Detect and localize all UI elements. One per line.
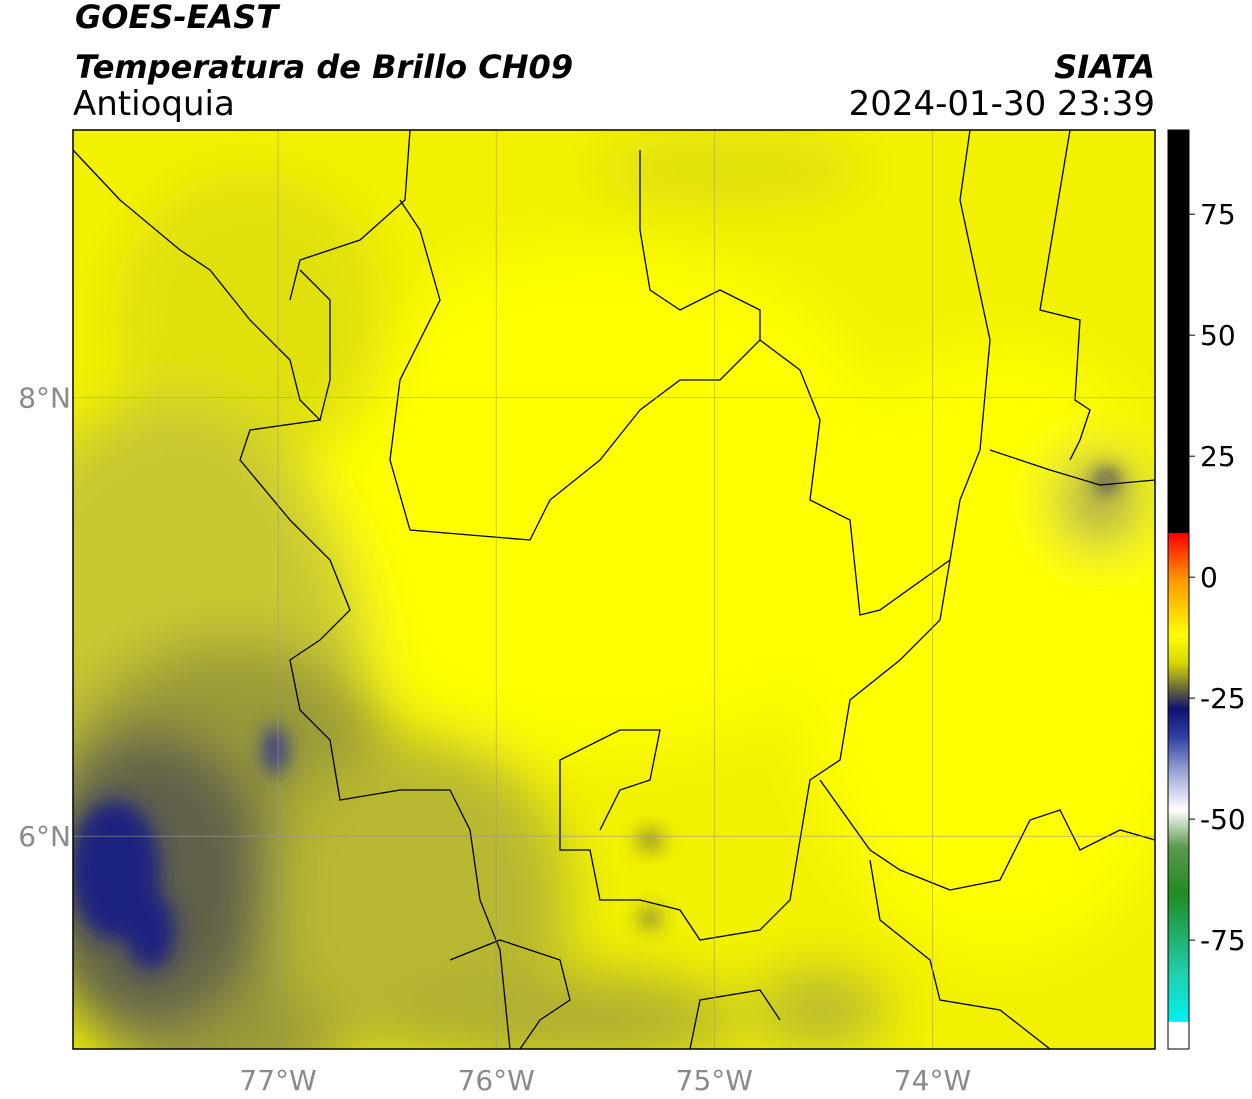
datetime: 2024-01-30 23:39 <box>849 84 1155 124</box>
x-tick-label: 74°W <box>894 1064 971 1097</box>
satellite-image <box>73 130 1155 1049</box>
source: SIATA <box>1054 48 1155 86</box>
colorbar-tick-label: 0 <box>1200 561 1218 594</box>
colorbar-tick-label: 75 <box>1200 198 1236 231</box>
y-tick-label: 8°N <box>18 382 71 415</box>
x-tick-label: 75°W <box>676 1064 753 1097</box>
x-tick-label: 77°W <box>239 1064 316 1097</box>
boundaries <box>73 130 1155 1049</box>
y-tick-label: 6°N <box>18 820 71 853</box>
colorbar-tick-label: 50 <box>1200 319 1236 352</box>
cold-tops <box>73 470 1117 970</box>
x-tick-label: 76°W <box>458 1064 535 1097</box>
region: Antioquia <box>73 84 235 124</box>
product: Temperatura de Brillo CH09 <box>75 48 573 86</box>
title: GOES-EAST <box>75 0 280 36</box>
graticule <box>73 130 1155 1049</box>
colorbar-tick-label: -25 <box>1200 682 1246 715</box>
colorbar-tick-label: -50 <box>1200 803 1246 836</box>
colorbar-tick-label: 25 <box>1200 440 1236 473</box>
colorbar-tick-label: -75 <box>1200 924 1246 957</box>
colorbar <box>1167 129 1190 1050</box>
map-frame <box>72 129 1156 1050</box>
